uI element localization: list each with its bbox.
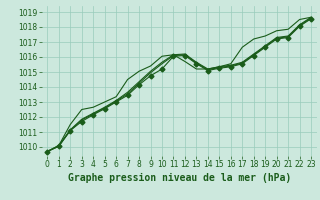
X-axis label: Graphe pression niveau de la mer (hPa): Graphe pression niveau de la mer (hPa) — [68, 173, 291, 183]
